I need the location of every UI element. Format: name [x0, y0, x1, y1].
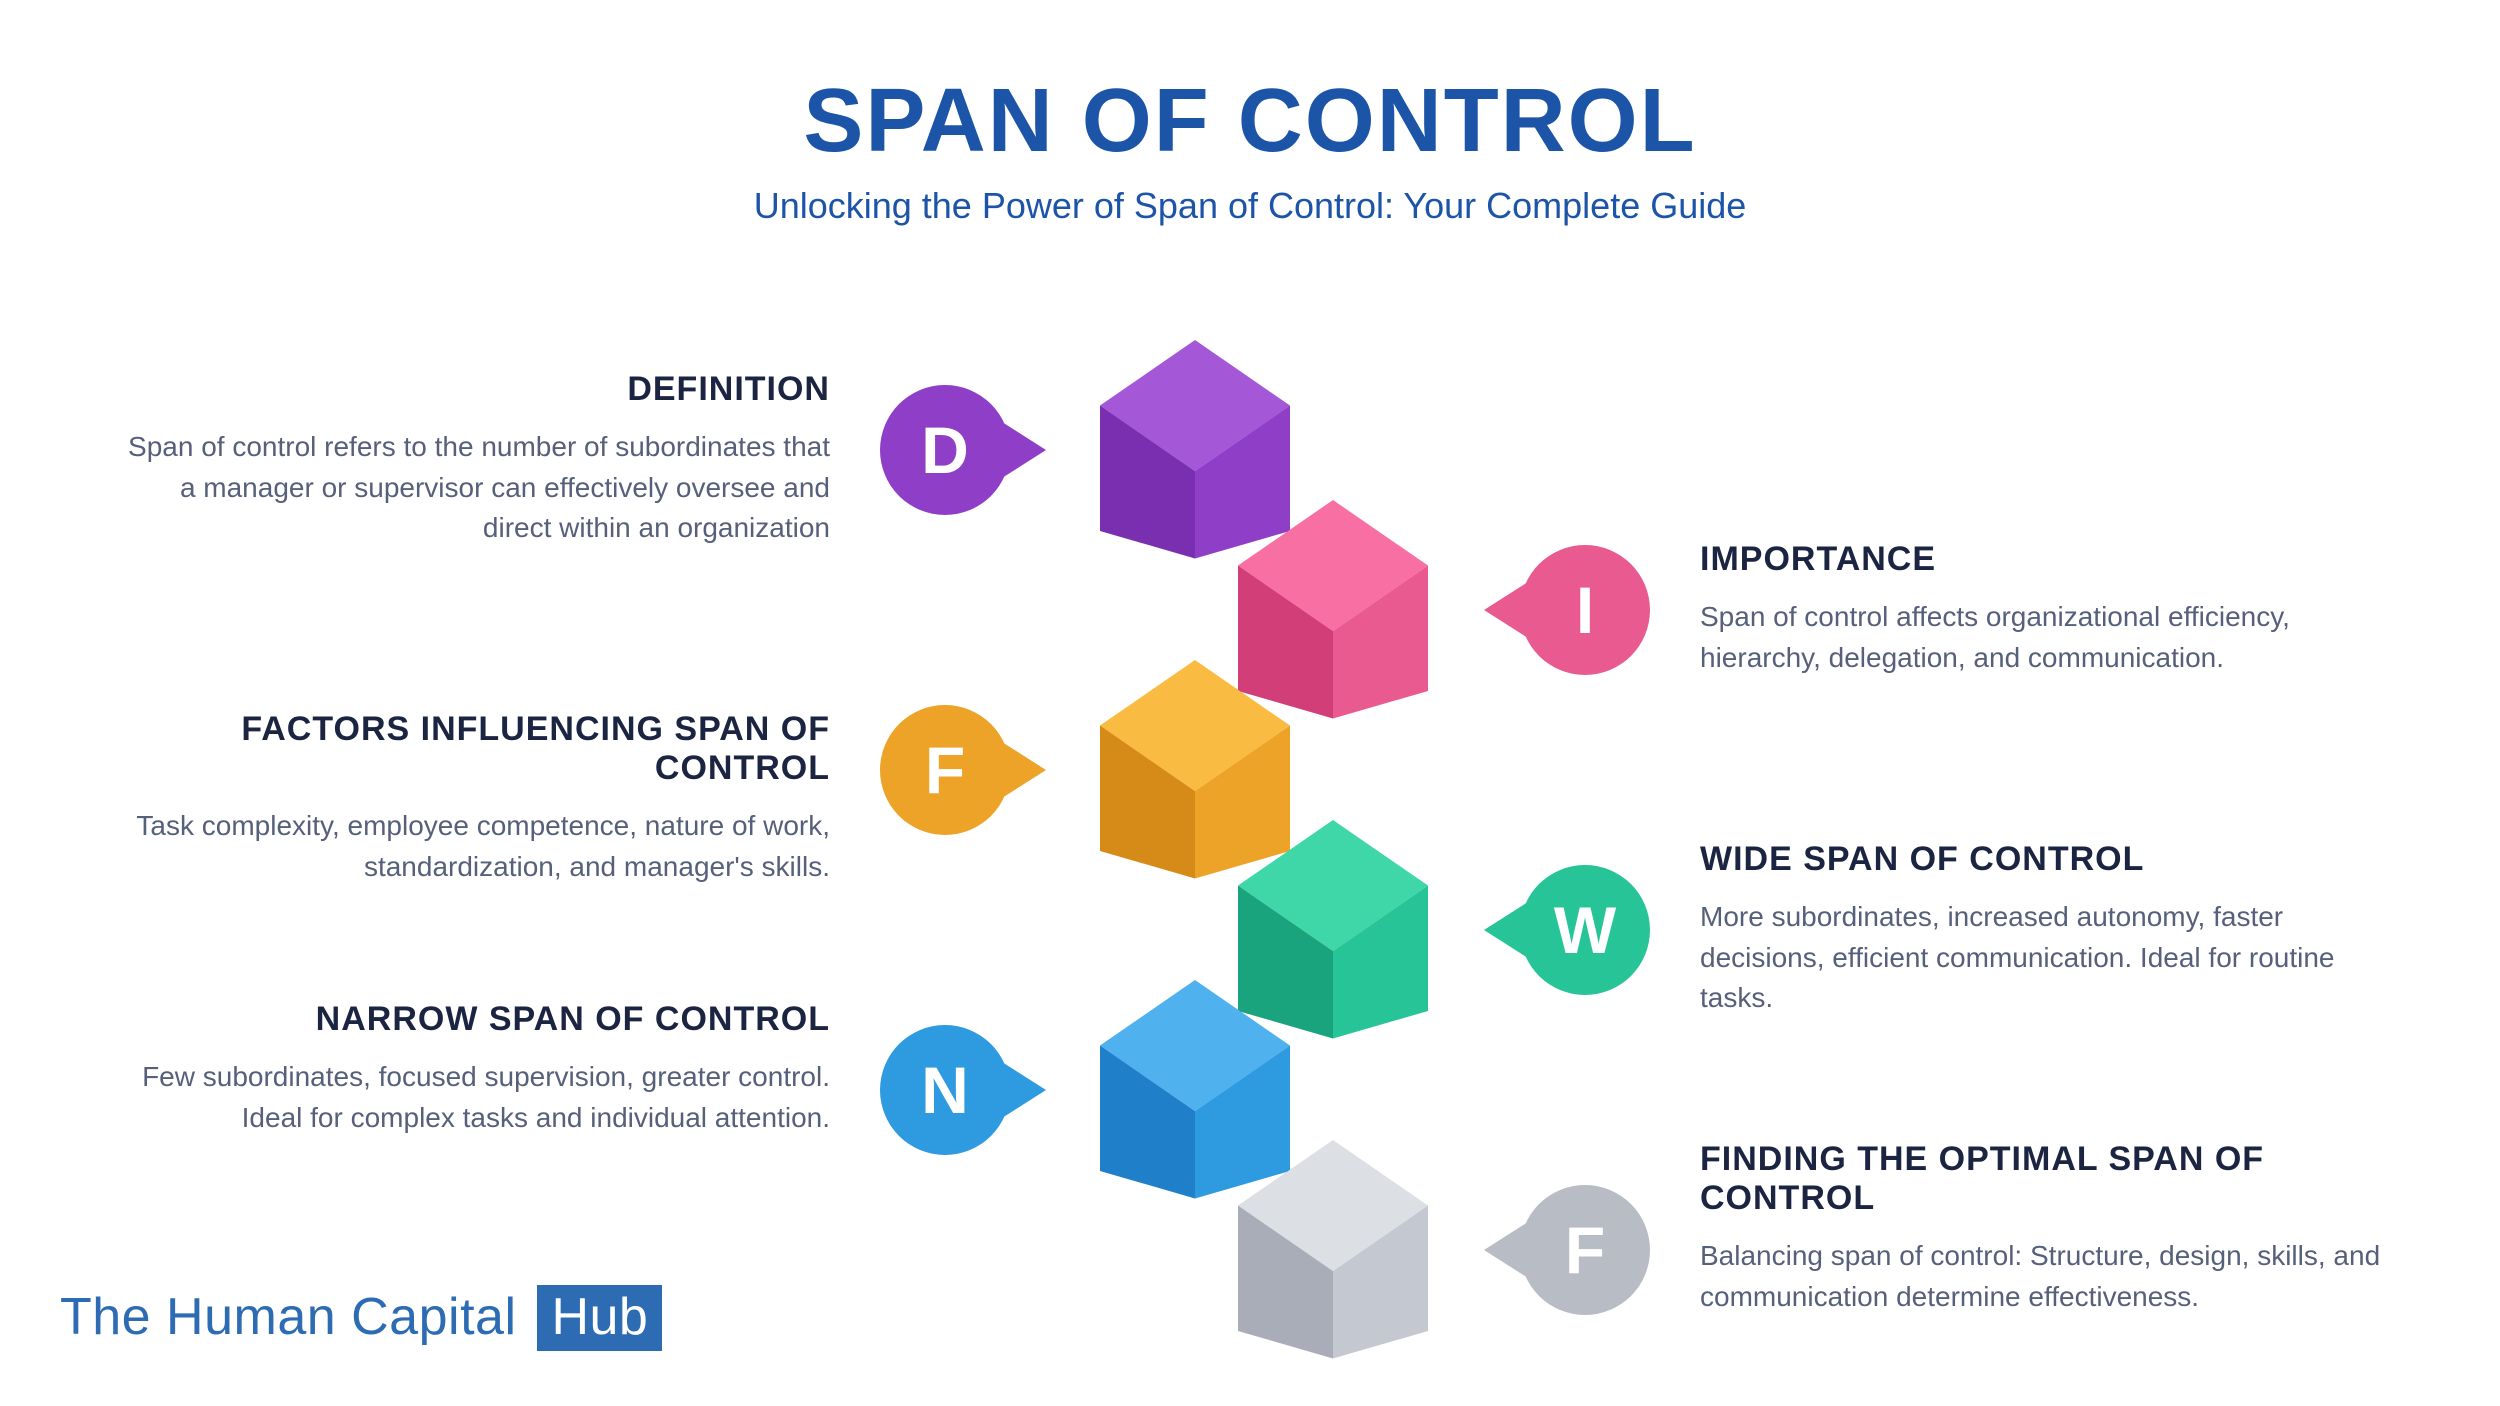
item-4: NARROW SPAN OF CONTROL Few subordinates, … [110, 1000, 830, 1138]
brand-prefix: The Human Capital [60, 1288, 517, 1346]
item-body: Task complexity, employee competence, na… [110, 806, 830, 887]
badge-tail-icon [1484, 582, 1528, 638]
item-2: FACTORS INFLUENCING SPAN OF CONTROL Task … [110, 710, 830, 887]
badge-w-3: W [1520, 865, 1650, 995]
badge-tail-icon [1002, 422, 1046, 478]
badge-letter: F [925, 732, 965, 808]
item-heading: IMPORTANCE [1700, 540, 2400, 579]
badge-n-4: N [880, 1025, 1010, 1155]
badge-letter: D [921, 412, 969, 488]
item-body: Few subordinates, focused supervision, g… [110, 1057, 830, 1138]
badge-tail-icon [1484, 1222, 1528, 1278]
badge-letter: N [921, 1052, 969, 1128]
item-1: IMPORTANCE Span of control affects organi… [1700, 540, 2400, 678]
badge-f-2: F [880, 705, 1010, 835]
cube-5 [1238, 1140, 1428, 1359]
badge-tail-icon [1484, 902, 1528, 958]
badge-d-0: D [880, 385, 1010, 515]
cube-3 [1238, 820, 1428, 1039]
item-body: Balancing span of control: Structure, de… [1700, 1236, 2400, 1317]
item-heading: NARROW SPAN OF CONTROL [110, 1000, 830, 1039]
header: SPAN OF CONTROL Unlocking the Power of S… [0, 0, 2500, 227]
badge-letter: F [1565, 1212, 1605, 1288]
item-5: FINDING THE OPTIMAL SPAN OF CONTROL Balan… [1700, 1140, 2400, 1317]
badge-letter: W [1554, 892, 1616, 968]
cube-1 [1238, 500, 1428, 719]
item-heading: DEFINITION [110, 370, 830, 409]
cube-4 [1100, 980, 1290, 1199]
badge-i-1: I [1520, 545, 1650, 675]
page-title: SPAN OF CONTROL [0, 70, 2500, 173]
brand-logo: The Human Capital Hub [60, 1285, 662, 1351]
brand-hub-box: Hub [537, 1285, 662, 1351]
item-heading: WIDE SPAN OF CONTROL [1700, 840, 2400, 879]
item-body: Span of control affects organizational e… [1700, 597, 2400, 678]
badge-f-5: F [1520, 1185, 1650, 1315]
page-subtitle: Unlocking the Power of Span of Control: … [0, 185, 2500, 227]
cube-0 [1100, 340, 1290, 559]
item-body: Span of control refers to the number of … [110, 427, 830, 549]
cube-2 [1100, 660, 1290, 879]
item-heading: FINDING THE OPTIMAL SPAN OF CONTROL [1700, 1140, 2400, 1218]
badge-tail-icon [1002, 742, 1046, 798]
item-body: More subordinates, increased autonomy, f… [1700, 897, 2400, 1019]
item-3: WIDE SPAN OF CONTROL More subordinates, i… [1700, 840, 2400, 1019]
item-0: DEFINITION Span of control refers to the … [110, 370, 830, 549]
badge-tail-icon [1002, 1062, 1046, 1118]
item-heading: FACTORS INFLUENCING SPAN OF CONTROL [110, 710, 830, 788]
badge-letter: I [1576, 572, 1594, 648]
